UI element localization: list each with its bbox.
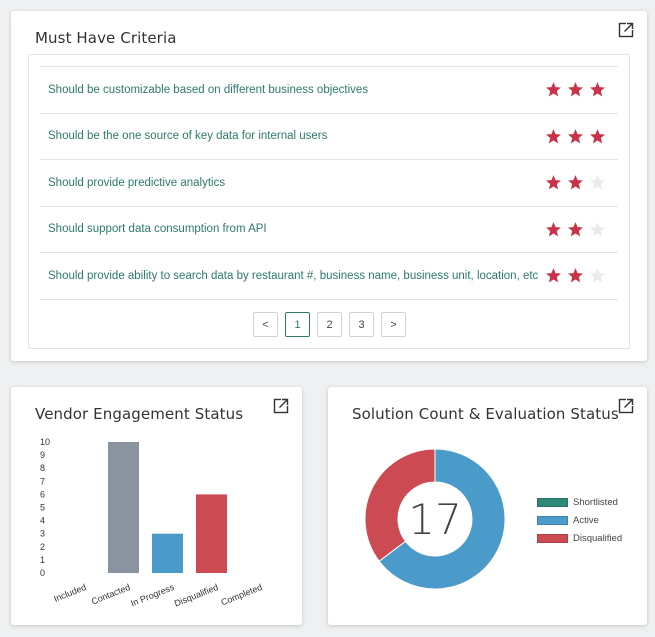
pagination: < 1 2 3 > [253, 312, 406, 337]
open-external-icon[interactable] [618, 398, 634, 414]
star-icon [546, 175, 561, 190]
criteria-panel: Should be customizable based on differen… [28, 54, 630, 349]
y-tick-label: 5 [40, 503, 45, 513]
star-icon [590, 128, 605, 144]
x-tick-label: Disqualified [173, 582, 220, 609]
legend-swatch [537, 516, 568, 525]
x-tick-label: Completed [220, 582, 264, 608]
open-external-icon[interactable] [273, 398, 289, 414]
card-title: Solution Count & Evaluation Status [352, 405, 619, 423]
star-icon [568, 268, 583, 283]
x-tick-label: Included [52, 582, 87, 604]
legend-label: Shortlisted [573, 497, 618, 508]
criteria-text[interactable]: Should provide ability to search data by… [48, 269, 539, 282]
bar-in-progress[interactable] [152, 533, 183, 573]
legend-item-shortlisted[interactable]: Shortlisted [537, 497, 618, 508]
y-tick-label: 7 [40, 476, 45, 486]
star-rating [545, 128, 606, 145]
y-tick-label: 8 [40, 463, 45, 473]
star-icon [546, 82, 561, 97]
star-icon [590, 175, 605, 190]
star-rating [545, 174, 606, 191]
criteria-list: Should be customizable based on differen… [40, 66, 618, 300]
criteria-row: Should provide ability to search data by… [40, 253, 618, 300]
criteria-row: Should be the one source of key data for… [40, 114, 618, 160]
y-tick-label: 4 [40, 516, 45, 526]
solution-count-card: Solution Count & Evaluation Status 17 Sh… [328, 387, 647, 625]
x-tick-label: Contacted [90, 582, 132, 607]
open-external-icon[interactable] [618, 22, 634, 38]
criteria-text[interactable]: Should be the one source of key data for… [48, 130, 328, 143]
criteria-row: Should be customizable based on differen… [40, 67, 618, 114]
slice-disqualified[interactable] [364, 448, 436, 562]
next-page-button[interactable]: > [381, 312, 406, 337]
criteria-text[interactable]: Should be customizable based on differen… [48, 83, 369, 96]
must-have-criteria-card: Must Have Criteria Should be customizabl… [11, 11, 647, 361]
star-icon [568, 175, 583, 190]
y-tick-label: 0 [40, 568, 45, 578]
star-icon [568, 128, 583, 144]
criteria-row: Should provide predictive analytics [40, 160, 618, 207]
prev-page-button[interactable]: < [253, 312, 278, 337]
legend-item-active[interactable]: Active [537, 515, 599, 526]
page-3-button[interactable]: 3 [349, 312, 374, 337]
solution-donut-chart: 17 [364, 448, 506, 590]
bar-contacted[interactable] [108, 442, 139, 573]
star-icon [546, 128, 561, 144]
y-tick-label: 1 [40, 555, 45, 565]
legend-label: Disqualified [573, 533, 623, 544]
criteria-text[interactable]: Should provide predictive analytics [48, 176, 226, 189]
star-icon [568, 221, 583, 237]
star-icon [546, 268, 561, 283]
slice-active[interactable] [378, 448, 506, 590]
criteria-row: Should support data consumption from API [40, 207, 618, 253]
star-icon [546, 221, 561, 237]
star-rating [545, 221, 606, 238]
vendor-engagement-card: Vendor Engagement Status 0 1 2 3 4 5 6 7 8 9 10 Inc… [11, 387, 302, 625]
x-tick-label: In Progress [129, 582, 176, 609]
card-title: Must Have Criteria [35, 29, 177, 47]
star-icon [590, 82, 605, 97]
star-icon [568, 82, 583, 97]
legend-swatch [537, 534, 568, 543]
card-title: Vendor Engagement Status [35, 405, 244, 423]
page-1-button[interactable]: 1 [285, 312, 310, 337]
star-icon [590, 221, 605, 237]
donut-center-total: 17 [408, 495, 461, 544]
y-tick-label: 2 [40, 542, 45, 552]
legend-swatch [537, 498, 568, 507]
star-rating [545, 81, 606, 98]
y-tick-label: 10 [40, 437, 50, 447]
page-2-button[interactable]: 2 [317, 312, 342, 337]
star-rating [545, 267, 606, 284]
y-tick-label: 9 [40, 450, 45, 460]
bar-disqualified[interactable] [196, 494, 227, 573]
legend-label: Active [573, 515, 599, 526]
star-icon [590, 268, 605, 283]
criteria-text[interactable]: Should support data consumption from API [48, 223, 267, 236]
y-tick-label: 6 [40, 489, 45, 499]
legend-item-disqualified[interactable]: Disqualified [537, 533, 622, 544]
y-tick-label: 3 [40, 529, 45, 539]
